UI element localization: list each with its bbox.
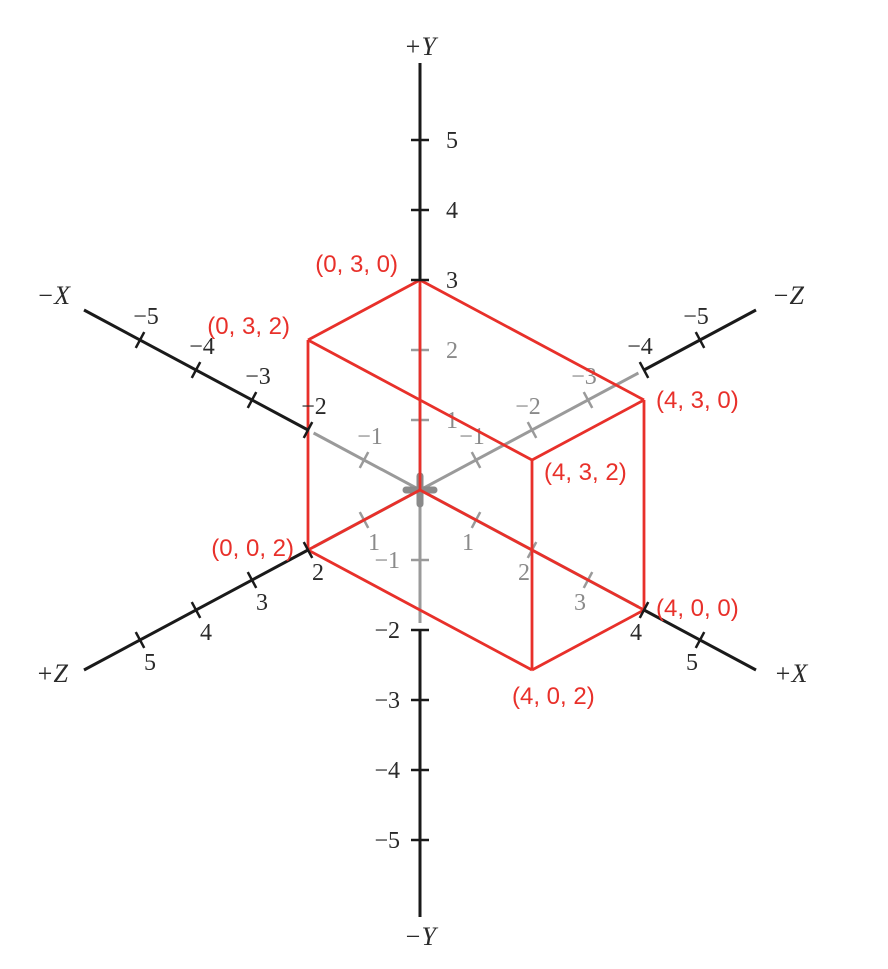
axis-label: −X bbox=[37, 281, 72, 310]
tick-label: −2 bbox=[374, 618, 400, 644]
tick-label: 3 bbox=[446, 268, 458, 294]
vertex-label: (4, 3, 2) bbox=[544, 459, 627, 486]
tick-label: −2 bbox=[515, 394, 541, 420]
axis-label: +Y bbox=[404, 32, 439, 61]
tick-label: 2 bbox=[518, 560, 530, 586]
tick-label: −2 bbox=[301, 394, 327, 420]
tick-label: 2 bbox=[312, 560, 324, 586]
axis-label: −Y bbox=[404, 922, 439, 951]
tick-label: 4 bbox=[200, 620, 212, 646]
box-edge bbox=[308, 280, 420, 340]
tick-label: −5 bbox=[683, 304, 709, 330]
tick-label: 4 bbox=[446, 198, 458, 224]
box-edge bbox=[532, 610, 644, 670]
box-edge bbox=[532, 400, 644, 460]
vertex-label: (4, 3, 0) bbox=[656, 387, 739, 414]
tick-label: 1 bbox=[446, 408, 458, 434]
vertex-label: (0, 3, 0) bbox=[315, 251, 398, 278]
tick-label: 2 bbox=[446, 338, 458, 364]
tick-label: −4 bbox=[374, 758, 400, 784]
tick-label: −3 bbox=[245, 364, 271, 390]
tick-label: 4 bbox=[630, 620, 642, 646]
tick-label: −4 bbox=[627, 334, 653, 360]
tick-label: −1 bbox=[357, 424, 383, 450]
axis-label: +X bbox=[774, 659, 809, 688]
vertex-label: (0, 3, 2) bbox=[207, 313, 290, 340]
tick-label: 5 bbox=[144, 650, 156, 676]
vertex-label: (4, 0, 2) bbox=[512, 683, 595, 710]
tick-label: 1 bbox=[462, 530, 474, 556]
tick-label: 5 bbox=[686, 650, 698, 676]
tick-label: −5 bbox=[374, 828, 400, 854]
box-edge bbox=[308, 490, 420, 550]
tick-label: −5 bbox=[133, 304, 159, 330]
vertex-label: (0, 0, 2) bbox=[211, 535, 294, 562]
tick-label: 3 bbox=[256, 590, 268, 616]
tick-label: 1 bbox=[368, 530, 380, 556]
axis-label: +Z bbox=[36, 659, 69, 688]
tick-label: 5 bbox=[446, 128, 458, 154]
3d-axes-diagram: 12−1123−11−1−2−3345−2−3−4−545−2−3−4−5234… bbox=[0, 0, 888, 969]
axis-label: −Z bbox=[772, 281, 805, 310]
tick-label: 3 bbox=[574, 590, 586, 616]
vertex-label: (4, 0, 0) bbox=[656, 595, 739, 622]
tick-label: −3 bbox=[374, 688, 400, 714]
